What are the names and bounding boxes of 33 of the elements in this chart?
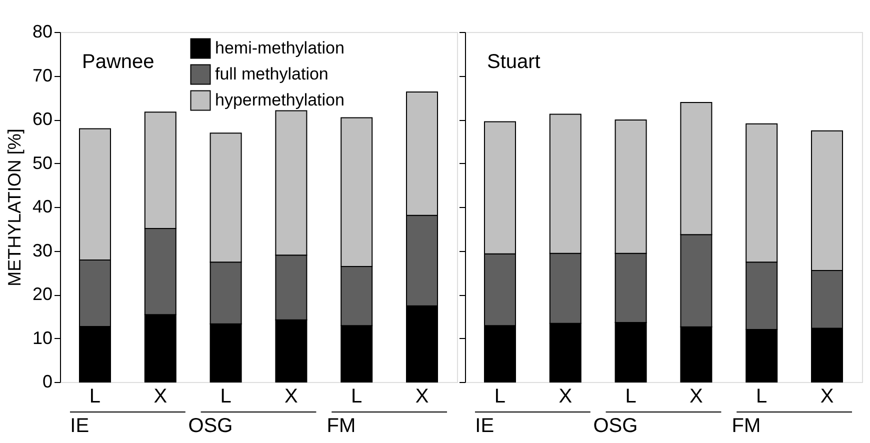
legend-label: hypermethylation	[215, 90, 344, 110]
legend-label: full methylation	[215, 64, 328, 84]
x-tick-label: X	[558, 386, 572, 408]
text: OSG	[593, 415, 638, 437]
x-tick-label: X	[154, 386, 168, 408]
text: Pawnee	[82, 51, 154, 73]
x-tick-label: X	[284, 386, 298, 408]
y-axis-title: METHYLATION [%]	[4, 128, 24, 286]
x-tick-label: L	[220, 386, 232, 408]
x-tick-label: X	[820, 386, 834, 408]
x-tick-label: L	[494, 386, 506, 408]
x-tick-label: L	[756, 386, 768, 408]
y-tick-label: 10	[32, 328, 52, 348]
text: Stuart	[487, 51, 541, 73]
text: IE	[475, 415, 494, 437]
y-tick-label: 50	[32, 152, 52, 173]
x-tick-label: X	[415, 386, 429, 408]
x-tick-label: L	[625, 386, 636, 408]
y-tick-label: 0	[42, 372, 52, 392]
text: IE	[70, 415, 90, 437]
x-tick-label: L	[351, 386, 362, 408]
text: FM	[732, 415, 761, 437]
y-tick-label: 40	[32, 196, 52, 216]
y-tick-label: 30	[32, 240, 52, 260]
y-tick-label: 20	[32, 284, 52, 304]
text: OSG	[188, 415, 233, 437]
y-tick-label: 60	[32, 109, 52, 129]
x-tick-label: X	[690, 386, 703, 408]
y-tick-label: 70	[32, 65, 52, 86]
legend-label: hemi-methylation	[215, 38, 344, 58]
y-tick-label: 80	[32, 22, 52, 42]
text: FM	[326, 415, 356, 437]
x-tick-label: L	[89, 386, 101, 408]
